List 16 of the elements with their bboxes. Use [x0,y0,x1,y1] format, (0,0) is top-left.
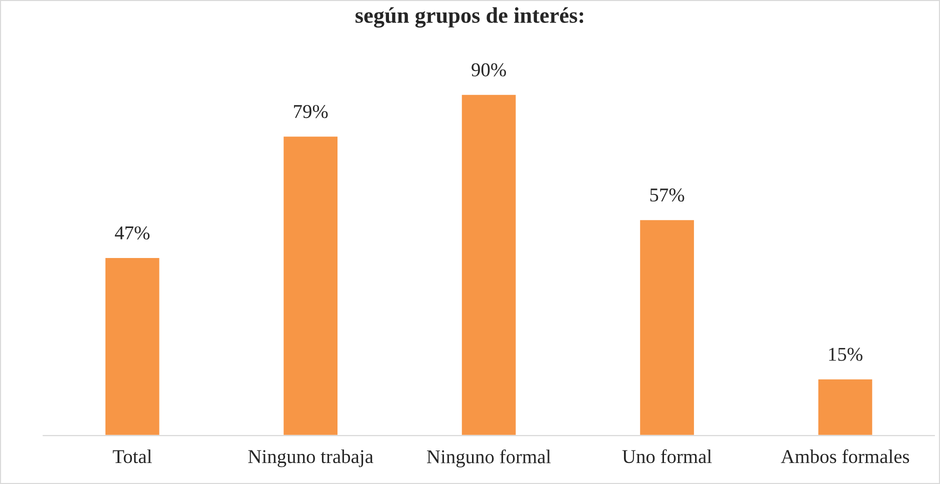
x-tick-label: Ambos formales [780,449,910,464]
data-label: 57% [650,188,684,202]
x-tick-label: Uno formal [622,449,712,464]
x-tick-label: Ninguno formal [426,449,551,468]
x-tick-label: Total [112,449,152,464]
data-label: 15% [829,348,862,361]
bar [638,218,696,436]
data-label: 90% [472,63,506,76]
bar [816,378,874,436]
bar [104,256,161,436]
data-label: 79% [294,104,328,118]
chart-title: según grupos de interés: [356,7,584,28]
bar [460,94,518,436]
data-label: 47% [114,226,150,240]
x-tick-label: Ninguno trabaja [248,449,374,468]
bar [282,135,339,436]
